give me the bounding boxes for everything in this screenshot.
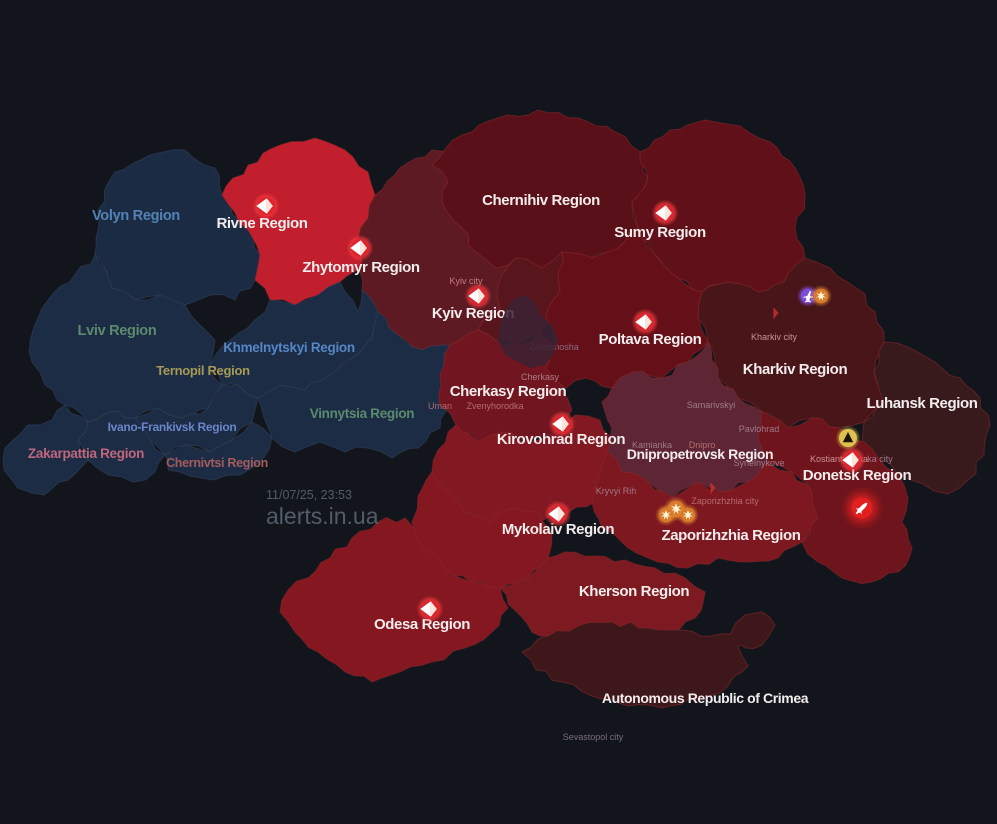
svg-text:11/07/25, 23:53: 11/07/25, 23:53 (266, 488, 352, 502)
svg-text:Chernihiv Region: Chernihiv Region (482, 192, 600, 209)
svg-text:Zakarpattia Region: Zakarpattia Region (28, 446, 144, 461)
svg-text:ka city: ka city (867, 454, 893, 464)
svg-text:Khmelnytskyi Region: Khmelnytskyi Region (223, 340, 355, 355)
svg-text:Vinnytsia Region: Vinnytsia Region (310, 406, 415, 421)
svg-text:Sumy Region: Sumy Region (614, 224, 706, 241)
svg-text:Synelnykove: Synelnykove (733, 458, 784, 468)
svg-text:Sevastopol city: Sevastopol city (563, 732, 624, 742)
svg-text:Kherson Region: Kherson Region (579, 583, 689, 600)
svg-text:alerts.in.ua: alerts.in.ua (266, 503, 379, 529)
svg-text:Dnipro: Dnipro (689, 440, 716, 450)
svg-text:Kryvyi Rih: Kryvyi Rih (596, 486, 637, 496)
svg-text:Luhansk Region: Luhansk Region (866, 395, 977, 412)
svg-text:Zaporizhzhia Region: Zaporizhzhia Region (661, 527, 800, 544)
svg-text:Ivano-Frankivsk Region: Ivano-Frankivsk Region (108, 420, 237, 434)
svg-text:Samarivskyi: Samarivskyi (687, 400, 736, 410)
svg-text:Ternopil Region: Ternopil Region (156, 363, 250, 378)
svg-text:Cherkasy Region: Cherkasy Region (450, 383, 567, 400)
svg-text:Lviv Region: Lviv Region (78, 323, 157, 339)
svg-text:Chernivtsi Region: Chernivtsi Region (166, 456, 268, 470)
svg-text:Volyn Region: Volyn Region (92, 208, 180, 224)
svg-text:Kharkiv city: Kharkiv city (751, 332, 798, 342)
svg-text:Kamianka: Kamianka (632, 440, 672, 450)
svg-text:Zvenyhorodka: Zvenyhorodka (466, 401, 523, 411)
svg-text:Kharkiv Region: Kharkiv Region (743, 361, 848, 378)
svg-text:Uman: Uman (428, 401, 452, 411)
svg-text:Pavlohrad: Pavlohrad (739, 424, 780, 434)
svg-text:Zhytomyr Region: Zhytomyr Region (302, 259, 420, 276)
svg-text:Zaporizhzhia city: Zaporizhzhia city (691, 496, 759, 506)
svg-text:Cherkasy: Cherkasy (521, 372, 560, 382)
svg-text:Autonomous Republic of Crimea: Autonomous Republic of Crimea (602, 690, 809, 706)
